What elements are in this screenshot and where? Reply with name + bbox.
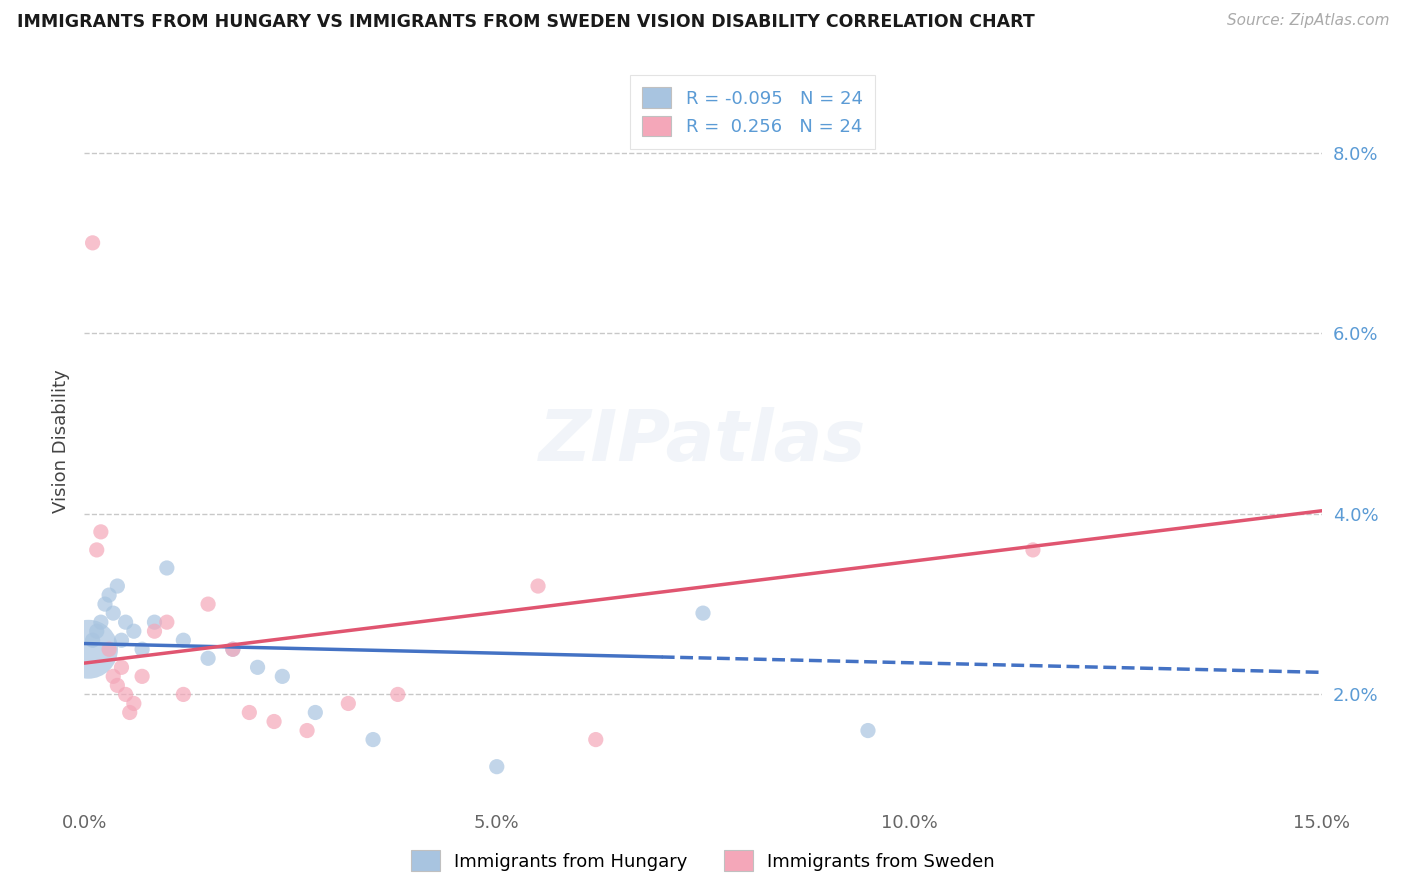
Point (222, 642, 245, 657)
Point (98, 588, 121, 602)
Point (387, 687, 409, 701)
Point (122, 624, 145, 639)
Point (131, 642, 153, 657)
Legend: Immigrants from Hungary, Immigrants from Sweden: Immigrants from Hungary, Immigrants from… (404, 843, 1002, 879)
Point (337, 697, 360, 711)
Point (143, 624, 166, 639)
Point (271, 669, 294, 683)
Point (692, 606, 714, 620)
Point (304, 706, 326, 720)
Point (118, 706, 141, 720)
Point (585, 732, 607, 747)
Point (172, 633, 194, 648)
Point (114, 615, 136, 630)
Point (1022, 542, 1045, 557)
Point (361, 732, 384, 747)
Point (110, 660, 132, 674)
Point (143, 615, 166, 630)
Point (856, 723, 879, 738)
Point (86, 624, 108, 639)
Point (103, 606, 125, 620)
Point (82, 235, 104, 250)
Point (197, 597, 219, 611)
Point (238, 706, 260, 720)
Point (197, 651, 219, 665)
Point (485, 760, 508, 774)
Point (156, 561, 179, 575)
Point (527, 579, 550, 593)
Point (263, 714, 285, 729)
Point (172, 687, 194, 701)
Text: ZIPatlas: ZIPatlas (540, 407, 866, 476)
Point (131, 669, 153, 683)
Y-axis label: Vision Disability: Vision Disability (52, 369, 70, 514)
Point (90, 615, 112, 630)
Point (103, 669, 125, 683)
Point (82, 633, 104, 648)
Point (246, 660, 269, 674)
Text: IMMIGRANTS FROM HUNGARY VS IMMIGRANTS FROM SWEDEN VISION DISABILITY CORRELATION : IMMIGRANTS FROM HUNGARY VS IMMIGRANTS FR… (17, 13, 1035, 31)
Point (105, 579, 128, 593)
Point (98, 642, 121, 657)
Point (156, 615, 179, 630)
Point (90, 524, 112, 539)
Text: Source: ZipAtlas.com: Source: ZipAtlas.com (1226, 13, 1389, 29)
Point (110, 633, 132, 648)
Point (114, 687, 136, 701)
Point (105, 678, 128, 692)
Legend: R = -0.095   N = 24, R =  0.256   N = 24: R = -0.095 N = 24, R = 0.256 N = 24 (630, 75, 876, 149)
Point (222, 642, 245, 657)
Point (122, 697, 145, 711)
Point (86, 542, 108, 557)
Point (295, 723, 318, 738)
Point (94, 597, 117, 611)
Point (77, 642, 100, 657)
